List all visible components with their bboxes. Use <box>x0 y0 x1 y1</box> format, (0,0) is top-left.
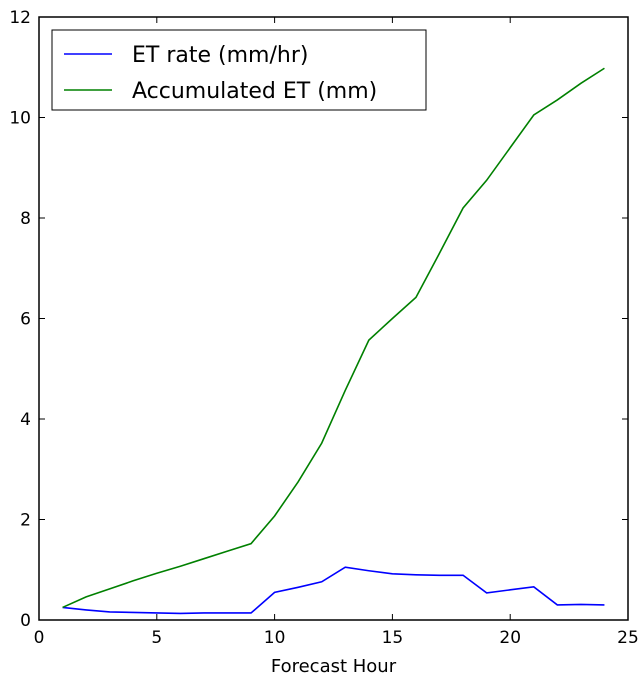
x-tick-label-5: 25 <box>617 628 639 648</box>
y-tick-label-2: 4 <box>20 410 31 430</box>
legend-label-0: ET rate (mm/hr) <box>132 43 308 68</box>
y-tick-label-3: 6 <box>20 310 31 330</box>
x-tick-label-3: 15 <box>382 628 404 648</box>
x-axis-label: Forecast Hour <box>271 656 397 677</box>
x-tick-label-4: 20 <box>499 628 521 648</box>
x-tick-label-2: 10 <box>264 628 286 648</box>
x-tick-label-1: 5 <box>151 628 162 648</box>
y-tick-label-4: 8 <box>20 209 31 229</box>
y-tick-label-6: 12 <box>9 8 31 28</box>
y-tick-label-1: 2 <box>20 511 31 531</box>
y-tick-label-0: 0 <box>20 611 31 631</box>
series-line-0 <box>62 566 605 615</box>
x-tick-label-0: 0 <box>34 628 45 648</box>
series-line-1 <box>62 67 605 609</box>
legend-box <box>51 29 427 111</box>
legend: ET rate (mm/hr) Accumulated ET (mm) <box>51 29 427 111</box>
y-tick-label-5: 10 <box>9 109 31 129</box>
legend-label-1: Accumulated ET (mm) <box>132 79 377 104</box>
